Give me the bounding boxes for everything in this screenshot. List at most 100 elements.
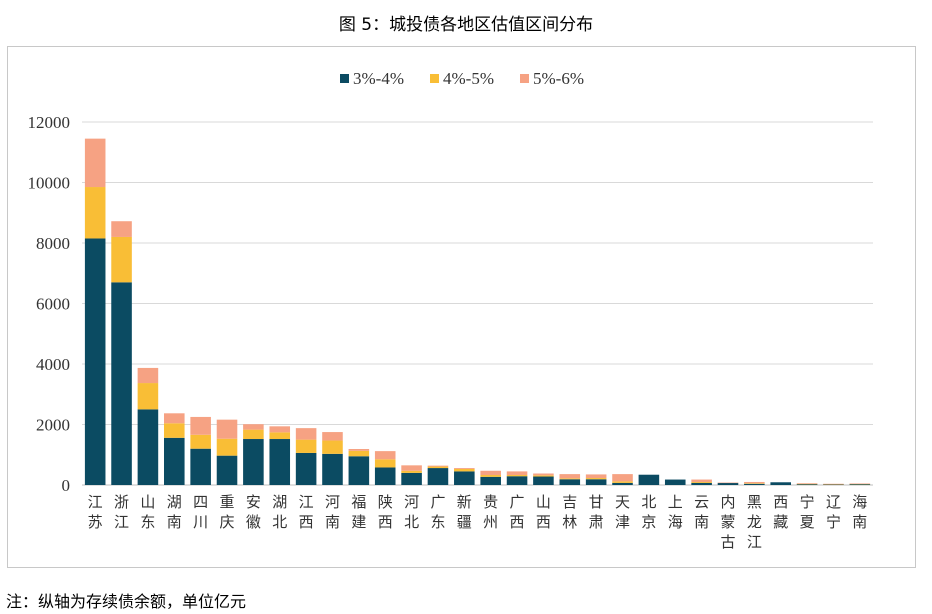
bar-segment — [427, 465, 449, 467]
bar-segment — [480, 475, 501, 477]
x-tick-label: 上海 — [668, 493, 683, 531]
bar-segment — [796, 483, 818, 485]
bar-segment — [717, 482, 739, 484]
x-tick-label: 四川 — [193, 493, 208, 531]
bar-segment — [84, 138, 106, 188]
x-tick-label: 云南 — [694, 493, 709, 531]
bar-segment — [691, 479, 712, 482]
bar-segment — [612, 481, 633, 483]
y-tick-label: 2000 — [36, 416, 70, 435]
bar-segment — [691, 482, 712, 485]
bar-segment — [744, 481, 765, 484]
y-tick-label: 4000 — [36, 355, 70, 374]
bar-segment — [559, 479, 581, 485]
bar-segment — [111, 236, 132, 283]
bar-segment — [612, 474, 633, 482]
bar-segment — [823, 484, 844, 485]
legend-label: 4%-5% — [443, 69, 494, 88]
bar-segment — [322, 432, 343, 441]
bar-segment — [585, 478, 607, 480]
bar-segment — [216, 455, 238, 485]
bar-segment — [243, 429, 264, 440]
bar-segment — [164, 423, 185, 438]
bar-segment — [506, 475, 528, 477]
bar-segment — [295, 428, 317, 440]
bar-segment — [454, 471, 475, 485]
bar-segment — [664, 479, 686, 485]
y-axis: 0 2000 4000 6000 8000 10000 12000 — [28, 113, 71, 495]
bar-segment — [506, 476, 528, 485]
bar-segment — [849, 484, 871, 485]
bar-segment — [585, 479, 607, 485]
bar-segment — [559, 478, 581, 480]
bar-segment — [269, 426, 291, 433]
bar-segment — [533, 473, 554, 476]
bar-segment — [137, 383, 159, 410]
x-tick-label: 浙江 — [114, 493, 129, 531]
bar-segment — [427, 468, 449, 485]
x-tick-label: 广东 — [430, 493, 445, 531]
bar-segment — [322, 453, 343, 485]
x-tick-label: 江苏 — [88, 493, 103, 531]
bar-segment — [796, 484, 818, 485]
bar-segment — [269, 439, 291, 485]
bar-segment — [480, 476, 501, 485]
x-tick-label: 内蒙古 — [720, 493, 735, 551]
bar-segment — [744, 483, 765, 485]
x-tick-label: 湖南 — [167, 493, 182, 531]
x-tick-label: 湖北 — [272, 493, 287, 531]
x-tick-label: 江西 — [299, 493, 314, 531]
bar-segment — [849, 483, 871, 485]
y-tick-label: 6000 — [36, 295, 70, 314]
bar-segment — [823, 484, 844, 485]
legend-swatch — [520, 74, 529, 83]
chart-frame — [7, 46, 916, 568]
bar-segment — [348, 449, 370, 451]
bar-segment — [744, 483, 765, 484]
legend: 3%-4% 4%-5% 5%-6% — [340, 69, 584, 88]
x-tick-label: 重庆 — [220, 493, 235, 531]
bar-segment — [454, 468, 475, 472]
x-tick-label: 贵州 — [483, 493, 498, 531]
bar-segment — [164, 437, 185, 485]
bar-segment — [480, 470, 501, 476]
chart-title: 图 5：城投债各地区估值区间分布 — [338, 15, 594, 35]
legend-label: 3%-4% — [353, 69, 404, 88]
bar-segment — [533, 476, 554, 485]
bar-segment — [84, 187, 106, 239]
bar-segment — [374, 459, 396, 468]
y-tick-label: 8000 — [36, 234, 70, 253]
bar-segment — [796, 483, 818, 484]
y-tick-label: 0 — [62, 476, 71, 495]
bar-segment — [717, 482, 739, 485]
x-tick-label: 天津 — [615, 493, 630, 531]
bar-segment — [401, 472, 422, 485]
x-tick-label: 安徽 — [246, 493, 261, 531]
bar-segment — [506, 471, 528, 476]
bars — [84, 138, 871, 485]
bar-segment — [612, 482, 633, 485]
x-axis: 江苏浙江山东湖南四川重庆安徽湖北江西河南福建陕西河北广东新疆贵州广西山西吉林甘肃… — [88, 493, 868, 551]
footnote: 注：纵轴为存续债余额，单位亿元 — [6, 592, 247, 611]
bar-segment — [348, 450, 370, 457]
bar-segment — [322, 440, 343, 454]
x-tick-label: 黑龙江 — [747, 493, 762, 551]
x-tick-label: 山东 — [140, 493, 155, 531]
x-tick-label: 山西 — [536, 493, 551, 531]
bar-segment — [454, 468, 475, 469]
grid-lines — [82, 121, 873, 486]
x-tick-label: 吉林 — [562, 493, 577, 531]
x-tick-label: 海南 — [852, 493, 867, 531]
bar-segment — [638, 474, 660, 485]
x-tick-label: 福建 — [351, 493, 366, 531]
bar-segment — [190, 448, 211, 485]
legend-swatch — [430, 74, 439, 83]
legend-swatch — [340, 74, 349, 83]
bar-segment — [427, 466, 449, 469]
bar-segment — [401, 465, 422, 471]
bar-segment — [295, 452, 317, 485]
x-tick-label: 宁夏 — [800, 493, 815, 531]
x-tick-label: 河北 — [404, 493, 419, 531]
x-tick-label: 西藏 — [773, 493, 788, 531]
